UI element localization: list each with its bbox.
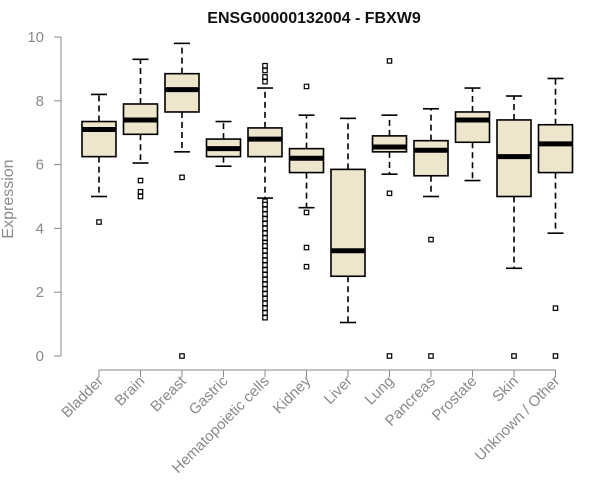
outlier-point xyxy=(303,263,310,270)
outlier-point xyxy=(262,295,268,302)
chart-title: ENSG00000132004 - FBXW9 xyxy=(207,10,421,27)
y-tick-label: 8 xyxy=(36,93,44,110)
iqr-box xyxy=(330,168,366,278)
outlier-point xyxy=(386,353,393,359)
box-unknown-other xyxy=(537,77,574,359)
outlier-point xyxy=(262,286,268,292)
y-tick-label: 10 xyxy=(27,29,44,46)
outlier-point xyxy=(137,188,144,195)
outlier-point xyxy=(262,252,268,259)
outlier-point xyxy=(179,174,185,181)
iqr-box xyxy=(454,111,491,144)
outlier-point xyxy=(262,220,268,227)
outlier-point xyxy=(262,206,268,213)
outlier-point xyxy=(262,314,268,321)
outlier-point xyxy=(262,300,268,307)
outlier-point xyxy=(511,353,517,359)
y-tick-label: 4 xyxy=(36,220,44,237)
iqr-box xyxy=(164,72,200,113)
outlier-point xyxy=(262,310,268,316)
outlier-point xyxy=(262,247,268,254)
outlier-point xyxy=(262,281,268,288)
x-tick-label: Breast xyxy=(147,372,190,415)
outlier-point xyxy=(262,276,268,283)
x-tick-label: Brain xyxy=(112,373,149,410)
outlier-point xyxy=(137,193,144,200)
box-skin xyxy=(496,95,532,359)
outlier-point xyxy=(262,225,268,232)
outlier-point xyxy=(386,58,393,64)
outlier-point xyxy=(262,271,268,278)
x-tick-label: Liver xyxy=(321,373,356,408)
box-gastric xyxy=(205,120,242,167)
iqr-box xyxy=(81,120,117,158)
y-tick-label: 0 xyxy=(36,348,44,365)
box-hematopoietic-cells xyxy=(247,62,283,321)
x-tick-label: Skin xyxy=(489,373,522,406)
y-axis-label: Expression xyxy=(0,159,17,238)
outlier-point xyxy=(303,83,310,90)
x-tick-label: Prostate xyxy=(429,373,481,425)
outlier-point xyxy=(262,235,268,241)
outlier-point xyxy=(262,201,268,208)
outlier-point xyxy=(262,267,268,273)
outlier-point xyxy=(262,290,268,297)
box-breast xyxy=(164,42,200,359)
outlier-point xyxy=(552,353,559,359)
outlier-point xyxy=(262,257,268,264)
outlier-point xyxy=(303,244,310,251)
outlier-point xyxy=(428,236,434,243)
outlier-point xyxy=(262,262,268,268)
iqr-box xyxy=(247,127,283,158)
iqr-box xyxy=(537,123,574,174)
outlier-point xyxy=(262,78,268,85)
outlier-point xyxy=(386,190,393,197)
box-group xyxy=(81,42,574,359)
outlier-point xyxy=(303,209,310,216)
x-tick-label: Kidney xyxy=(270,372,315,417)
box-kidney xyxy=(288,83,325,270)
outlier-point xyxy=(262,305,268,311)
outlier-point xyxy=(262,243,268,249)
outlier-point xyxy=(262,67,268,74)
box-brain xyxy=(122,58,159,200)
outlier-point xyxy=(428,353,434,359)
box-bladder xyxy=(81,93,117,225)
outlier-point xyxy=(262,230,268,236)
outlier-point xyxy=(552,305,559,311)
box-liver xyxy=(330,117,366,324)
outlier-point xyxy=(262,62,268,69)
box-prostate xyxy=(454,87,491,182)
outlier-point xyxy=(96,219,102,225)
x-tick-label: Bladder xyxy=(58,373,107,422)
y-axis: 0 2 4 6 8 10 xyxy=(27,29,62,365)
outlier-point xyxy=(262,74,268,80)
x-tick-label: Lung xyxy=(362,373,398,409)
iqr-box xyxy=(413,139,449,177)
y-tick-label: 6 xyxy=(36,157,44,174)
y-tick-label: 2 xyxy=(36,284,44,301)
box-lung xyxy=(371,58,408,359)
outlier-point xyxy=(262,216,268,222)
outlier-point xyxy=(137,177,144,184)
outlier-point xyxy=(179,353,185,359)
box-pancreas xyxy=(413,107,449,359)
outlier-point xyxy=(262,211,268,217)
